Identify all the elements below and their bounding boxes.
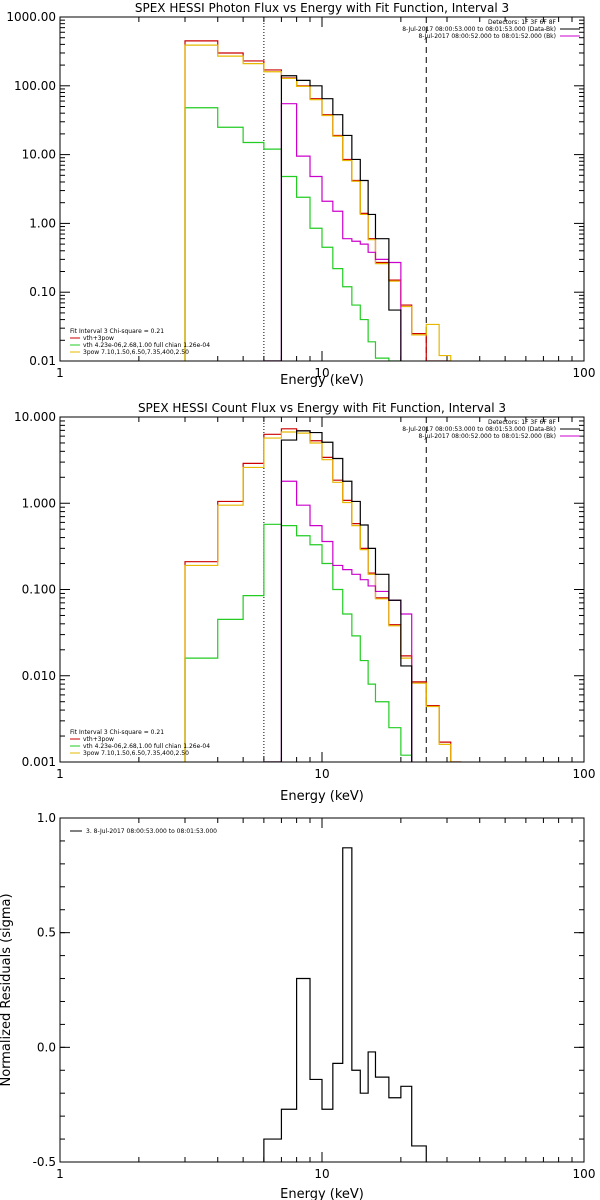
series-line-3 (184, 431, 462, 762)
y-tick-label: 1.0 (37, 811, 56, 825)
detector-header-line: Detectors: 1F 3F 6F 8F (488, 19, 557, 26)
detector-header-line: 8-Jul-2017 08:00:52.000 to 08:01:52.000 … (418, 33, 556, 40)
y-tick-label: 0.5 (37, 926, 56, 940)
plot-frame (59, 416, 585, 763)
y-tick-label: 1.00 (29, 216, 56, 230)
y-tick-label: -0.5 (33, 1155, 56, 1169)
series-line-2 (184, 107, 401, 361)
y-tick-label: 0.001 (22, 755, 56, 769)
x-tick-label: 100 (573, 767, 596, 781)
y-tick-label: 0.10 (29, 285, 56, 299)
chart-panel-3: 1 10 100 -0.5 0.0 0.5 1.0 Energy (keV) Normalize… (0, 811, 595, 1200)
plot-area (184, 417, 462, 762)
series-line-5 (263, 75, 402, 361)
x-tick-label: 1 (56, 767, 64, 781)
detector-header-line: 8-Jul-2017 08:00:53.000 to 08:01:53.000 … (402, 426, 556, 433)
x-tick-label: 10 (314, 767, 329, 781)
legend-entry: vth+3pow (83, 335, 114, 342)
series-line-1 (263, 847, 427, 1162)
legend-entry: 3pow 7.10,1.50,6.50,7.35,400,2.50 (83, 750, 189, 757)
x-axis-label: Energy (keV) (280, 373, 364, 388)
legend-entry: vth 4.23e-06,2.68,1.00 full chian 1.26e-… (83, 342, 210, 349)
series-line-5 (263, 430, 413, 762)
y-tick-label: 1000.00 (6, 10, 56, 24)
y-tick-label: 0.0 (37, 1040, 56, 1054)
fit-info-line: Fit Interval 3 Chi-square = 0.21 (70, 729, 164, 736)
detector-header-line: 8-Jul-2017 08:00:53.000 to 08:01:53.000 … (402, 26, 556, 33)
y-tick-label: 1.000 (22, 496, 56, 510)
x-tick-label: 1 (56, 1167, 64, 1181)
x-axis-label: Energy (keV) (280, 1187, 364, 1200)
series-line-3 (184, 44, 452, 361)
y-axis-label: Normalized Residuals (sigma) (0, 893, 14, 1086)
series-line-2 (184, 523, 413, 762)
series-line-4 (263, 103, 402, 361)
legend-entry: vth 4.23e-06,2.68,1.00 full chian 1.26e-… (83, 743, 210, 750)
series-line-1 (184, 428, 462, 762)
x-tick-label: 10 (314, 366, 329, 380)
plot-frame (59, 16, 585, 362)
detector-header-line: 8-Jul-2017 08:00:52.000 to 08:01:52.000 … (418, 433, 556, 440)
y-tick-label: 0.01 (29, 354, 56, 368)
legend-entry: 3pow 7.10,1.50,6.50,7.35,400,2.50 (83, 349, 189, 356)
x-axis-label: Energy (keV) (280, 789, 364, 804)
chart-panel-1: SPEX HESSI Photon Flux vs Energy with Fi… (6, 1, 595, 388)
x-tick-label: 100 (573, 1167, 596, 1181)
detector-header-line: Detectors: 1F 3F 6F 8F (488, 419, 557, 426)
y-tick-label: 100.00 (14, 79, 56, 93)
y-tick-label: 10.000 (14, 410, 56, 424)
y-tick-label: 0.010 (22, 669, 56, 683)
legend-entry: 3. 8-Jul-2017 08:00:53.000 to 08:01:53.0… (86, 828, 217, 835)
plot-area (184, 17, 452, 361)
plot-frame (59, 817, 585, 1163)
chart-title: SPEX HESSI Count Flux vs Energy with Fit… (138, 401, 506, 415)
x-tick-label: 100 (573, 366, 596, 380)
chart-panel-2: SPEX HESSI Count Flux vs Energy with Fit… (14, 401, 595, 804)
legend-entry: vth+3pow (83, 736, 114, 743)
chart-title: SPEX HESSI Photon Flux vs Energy with Fi… (135, 1, 509, 15)
y-tick-label: 10.00 (22, 148, 56, 162)
series-line-4 (263, 480, 413, 762)
x-tick-label: 10 (314, 1167, 329, 1181)
fit-info-line: Fit Interval 3 Chi-square = 0.21 (70, 328, 164, 335)
plot-area (263, 847, 427, 1162)
y-tick-label: 0.100 (22, 583, 56, 597)
x-tick-label: 1 (56, 366, 64, 380)
series-line-1 (184, 40, 451, 361)
